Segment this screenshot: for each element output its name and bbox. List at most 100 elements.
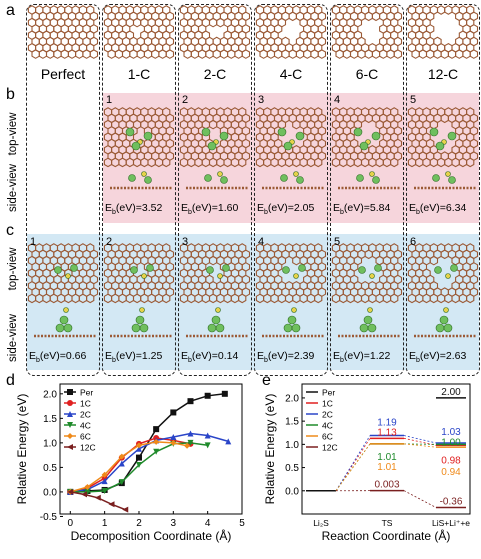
- carbon-ring: [31, 49, 40, 59]
- ts-value-label: 1.01: [377, 462, 397, 473]
- data-point: [67, 488, 74, 495]
- carbon-ring: [201, 157, 211, 168]
- carbon-ring: [292, 119, 301, 130]
- data-point: [135, 461, 142, 468]
- ts-value-label: 1.13: [377, 427, 397, 438]
- data-point: [135, 445, 142, 452]
- data-point: [225, 438, 232, 445]
- carbon-ring: [386, 49, 395, 59]
- carbon-ring: [303, 49, 312, 59]
- carbon-ring: [136, 49, 145, 59]
- data-point: [153, 438, 160, 445]
- atom: [293, 273, 299, 279]
- column-title-perfect: Perfect: [40, 66, 86, 82]
- carbon-ring: [277, 157, 287, 168]
- y-tick-label: 0.5: [43, 463, 57, 474]
- carbon-ring: [349, 49, 359, 59]
- carbon-ring: [364, 49, 373, 59]
- column-6c: [330, 4, 404, 376]
- carbon-ring: [132, 157, 142, 168]
- data-point: [184, 442, 191, 449]
- atom: [139, 307, 145, 313]
- carbon-ring: [179, 157, 189, 168]
- carbon-ring: [151, 49, 160, 59]
- data-point: [204, 442, 211, 449]
- carbon-ring: [125, 157, 135, 168]
- atom: [291, 323, 301, 333]
- y-tick-label: 2.0: [285, 393, 299, 404]
- b-num-3: 3: [258, 94, 265, 106]
- carbon-ring: [360, 293, 370, 304]
- carbon-ring: [208, 17, 218, 28]
- carbon-ring: [223, 157, 232, 168]
- carbon-ring: [444, 157, 453, 168]
- column-title-1c: 1-C: [127, 66, 151, 82]
- carbon-ring: [270, 157, 279, 168]
- carbon-ring: [89, 49, 99, 59]
- carbon-ring: [64, 293, 73, 304]
- carbon-ring: [140, 293, 149, 304]
- carbon-ring: [364, 113, 373, 124]
- data-point: [101, 487, 108, 494]
- atom: [443, 323, 453, 333]
- carbon-ring: [259, 49, 268, 59]
- c-num-4: 4: [258, 236, 265, 248]
- y-tick-label: 1.0: [285, 440, 299, 451]
- carbon-ring: [270, 293, 279, 304]
- carbon-ring: [60, 49, 69, 59]
- carbon-ring: [393, 49, 403, 59]
- carbon-ring: [306, 157, 316, 168]
- column-title-6c: 6-C: [355, 66, 379, 82]
- carbon-ring: [390, 293, 399, 304]
- c-eb-5: Eb(eV)=1.22: [333, 350, 391, 365]
- carbon-ring: [451, 293, 460, 304]
- column-1c: [102, 4, 176, 376]
- ts-value-label: 0.003: [374, 480, 399, 491]
- carbon-ring: [371, 49, 381, 59]
- carbon-ring: [263, 157, 272, 168]
- carbon-ring: [263, 293, 272, 304]
- molecular-structures: [27, 5, 479, 338]
- carbon-ring: [154, 157, 164, 168]
- graphene-lattice: [179, 5, 251, 59]
- data-point: [187, 398, 194, 405]
- carbon-ring: [458, 157, 468, 168]
- graphene-lattice: [331, 243, 403, 304]
- data-point: [118, 479, 125, 486]
- carbon-ring: [317, 49, 327, 59]
- carbon-ring: [444, 5, 453, 15]
- end-value-label: 1.00: [441, 437, 461, 448]
- carbon-ring: [201, 293, 211, 304]
- atom: [55, 323, 65, 333]
- atom: [353, 127, 363, 137]
- column-4c: [254, 4, 328, 376]
- c-eb-6: Eb(eV)=2.63: [409, 350, 467, 365]
- carbon-ring: [422, 157, 431, 168]
- x-tick-label: 3: [171, 518, 177, 529]
- series-line-12C: [70, 491, 126, 511]
- column-title-4c: 4-C: [279, 66, 303, 82]
- carbon-ring: [216, 157, 225, 168]
- carbon-ring: [335, 49, 344, 59]
- ts-value-label: 1.01: [377, 452, 397, 463]
- b-num-5: 5: [410, 94, 417, 106]
- carbon-ring: [429, 293, 439, 304]
- graphene-lattice: [407, 107, 479, 168]
- atom: [434, 266, 442, 274]
- atom: [220, 176, 228, 184]
- atom: [201, 127, 211, 137]
- atom: [435, 323, 445, 333]
- carbon-ring: [71, 293, 80, 304]
- carbon-ring: [382, 157, 392, 168]
- end-value-label: -0.36: [440, 497, 463, 508]
- data-point: [122, 506, 129, 513]
- carbon-ring: [238, 157, 247, 168]
- b-eb-1: Eb(eV)=3.52: [105, 202, 163, 217]
- carbon-ring: [288, 11, 297, 22]
- carbon-ring: [375, 157, 384, 168]
- atom: [363, 315, 373, 325]
- carbon-ring: [440, 249, 449, 260]
- carbon-ring: [375, 293, 384, 304]
- carbon-ring: [455, 49, 464, 59]
- carbon-ring: [346, 293, 355, 304]
